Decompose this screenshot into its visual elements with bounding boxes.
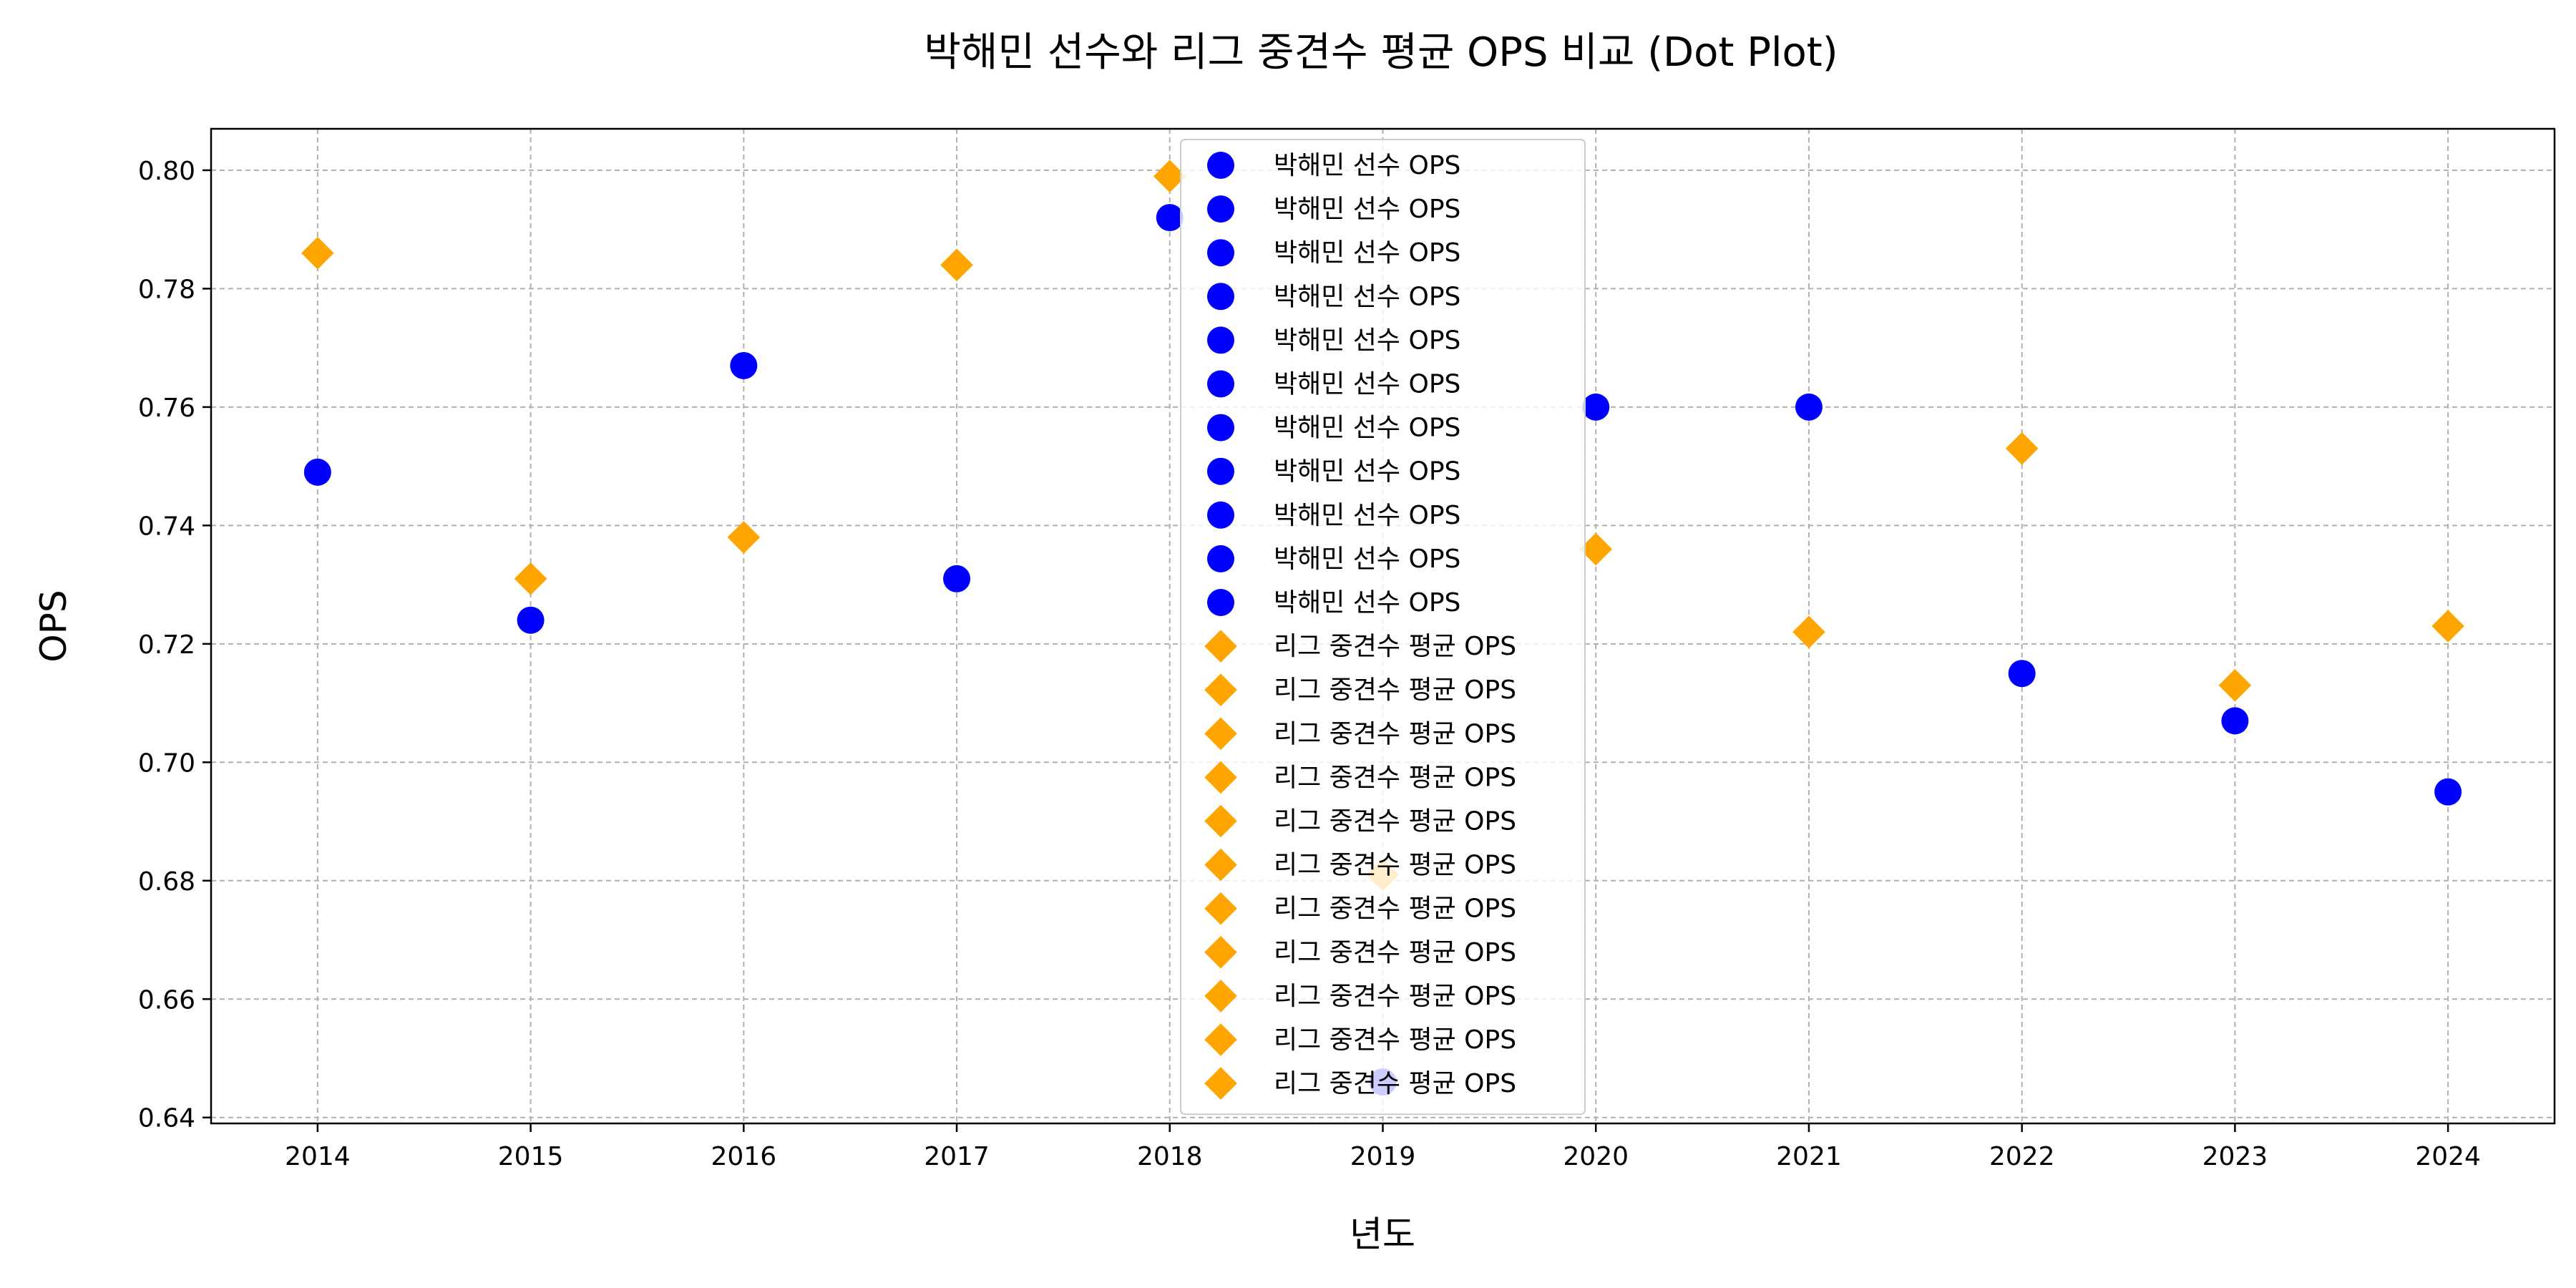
legend-marker <box>1204 673 1237 706</box>
legend-marker <box>1207 195 1234 223</box>
x-tick-label: 2019 <box>1350 1142 1416 1171</box>
legend-marker <box>1204 717 1237 751</box>
legend-label: 리그 중견수 평균 OPS <box>1274 719 1516 748</box>
legend-label: 박해민 선수 OPS <box>1274 588 1460 618</box>
y-tick-label: 0.70 <box>138 748 195 778</box>
legend-marker <box>1207 414 1234 441</box>
legend-marker <box>1204 804 1237 838</box>
legend-label: 리그 중견수 평균 OPS <box>1274 1025 1516 1055</box>
league-avg-point <box>2005 431 2039 465</box>
legend-label: 리그 중견수 평균 OPS <box>1274 675 1516 705</box>
league-avg-point <box>2218 668 2252 702</box>
x-tick-label: 2020 <box>1563 1142 1629 1171</box>
league-avg-point <box>1792 615 1825 649</box>
legend-marker <box>1204 630 1237 663</box>
player-point <box>303 458 331 486</box>
legend-box <box>1180 139 1586 1116</box>
player-point <box>1582 393 1610 421</box>
player-point <box>730 351 758 379</box>
legend-marker <box>1207 370 1234 398</box>
legend-label: 박해민 선수 OPS <box>1274 457 1460 487</box>
legend-marker <box>1207 326 1234 354</box>
league-avg-point <box>2431 610 2464 643</box>
y-tick-label: 0.68 <box>138 867 195 897</box>
y-tick-label: 0.78 <box>138 275 195 304</box>
x-tick-label: 2021 <box>1776 1142 1842 1171</box>
legend-marker <box>1207 239 1234 267</box>
legend-marker <box>1204 1023 1237 1056</box>
player-point <box>517 606 545 634</box>
x-tick-label: 2018 <box>1137 1142 1203 1171</box>
legend-label: 박해민 선수 OPS <box>1274 545 1460 574</box>
player-point <box>2221 707 2249 735</box>
legend-marker <box>1207 283 1234 311</box>
data-points <box>301 160 2464 1096</box>
player-point <box>2434 778 2462 806</box>
player-point <box>2008 660 2036 688</box>
y-tick-label: 0.76 <box>138 394 195 423</box>
legend-label: 박해민 선수 OPS <box>1274 151 1460 180</box>
legend-label: 박해민 선수 OPS <box>1274 326 1460 355</box>
legend-marker <box>1204 936 1237 969</box>
x-tick-label: 2014 <box>285 1142 351 1171</box>
legend-marker <box>1204 848 1237 882</box>
player-point <box>943 565 971 592</box>
league-avg-point <box>514 562 547 595</box>
legend-marker <box>1204 980 1237 1013</box>
x-axis-label: 년도 <box>1350 1214 1415 1255</box>
legend-label: 리그 중견수 평균 OPS <box>1274 851 1516 880</box>
x-tick-label: 2016 <box>711 1142 777 1171</box>
legend-label: 리그 중견수 평균 OPS <box>1274 938 1516 967</box>
legend-label: 박해민 선수 OPS <box>1274 238 1460 268</box>
league-avg-point <box>1579 532 1613 566</box>
y-tick-label: 0.80 <box>138 157 195 186</box>
legend-label: 리그 중견수 평균 OPS <box>1274 1069 1516 1098</box>
x-tick-label: 2023 <box>2202 1142 2268 1171</box>
legend-marker <box>1207 501 1234 529</box>
legend-label: 박해민 선수 OPS <box>1274 414 1460 443</box>
legend-label: 리그 중견수 평균 OPS <box>1274 982 1516 1011</box>
legend-label: 리그 중견수 평균 OPS <box>1274 807 1516 836</box>
axes: 2014 2015 2016 2017 2018 2019 2020 2021 2022 2023… <box>138 157 2481 1171</box>
league-avg-point <box>940 248 973 282</box>
legend-label: 박해민 선수 OPS <box>1274 195 1460 224</box>
x-tick-label: 2022 <box>1989 1142 2055 1171</box>
legend-label: 박해민 선수 OPS <box>1274 370 1460 399</box>
legend-label: 리그 중견수 평균 OPS <box>1274 632 1516 661</box>
y-axis-label: OPS <box>33 590 74 662</box>
legend-marker <box>1204 1067 1237 1100</box>
legend-label: 박해민 선수 OPS <box>1274 282 1460 311</box>
legend-marker <box>1207 545 1234 572</box>
league-avg-point <box>1153 160 1186 192</box>
league-avg-point <box>727 521 761 554</box>
legend-marker <box>1207 457 1234 485</box>
chart-title: 박해민 선수와 리그 중견수 평균 OPS 비교 (Dot Plot) <box>924 29 1838 76</box>
legend-marker <box>1204 761 1237 794</box>
y-tick-label: 0.64 <box>138 1104 195 1133</box>
legend-marker <box>1204 892 1237 925</box>
player-point <box>1795 393 1823 421</box>
legend: 박해민 선수 OPS 박해민 선수 OPS 박해민 선수 OPS 박해민 선수 OPS… <box>1180 139 1586 1116</box>
legend-label: 리그 중견수 평균 OPS <box>1274 894 1516 924</box>
legend-label: 박해민 선수 OPS <box>1274 501 1460 530</box>
legend-label: 리그 중견수 평균 OPS <box>1274 763 1516 792</box>
x-tick-label: 2015 <box>498 1142 564 1171</box>
y-tick-label: 0.74 <box>138 512 195 541</box>
legend-marker <box>1207 589 1234 616</box>
player-point <box>1156 204 1184 232</box>
league-avg-point <box>301 236 334 270</box>
x-tick-label: 2024 <box>2415 1142 2481 1171</box>
legend-marker <box>1207 152 1234 179</box>
y-tick-label: 0.72 <box>138 630 195 660</box>
x-tick-label: 2017 <box>924 1142 990 1171</box>
y-tick-label: 0.66 <box>138 985 195 1015</box>
